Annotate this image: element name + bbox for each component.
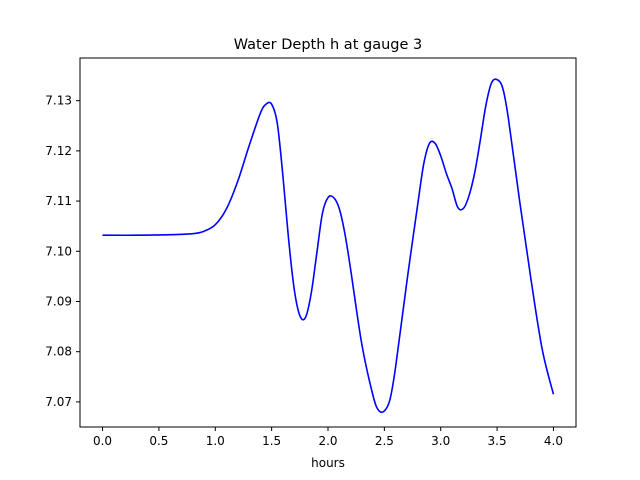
y-tick-label: 7.11 <box>45 194 72 208</box>
x-tick-label: 3.5 <box>488 434 507 448</box>
x-axis-label: hours <box>311 456 345 470</box>
y-tick-label: 7.13 <box>45 94 72 108</box>
y-tick-label: 7.12 <box>45 144 72 158</box>
y-tick-label: 7.10 <box>45 244 72 258</box>
y-tick-label: 7.07 <box>45 395 72 409</box>
x-tick-label: 2.5 <box>375 434 394 448</box>
x-tick-label: 4.0 <box>544 434 563 448</box>
series-line-h <box>102 78 555 414</box>
x-tick-label: 2.0 <box>318 434 337 448</box>
series-layer <box>102 78 555 414</box>
y-tick-label: 7.08 <box>45 345 72 359</box>
x-tick-label: 0.0 <box>93 434 112 448</box>
x-tick-label: 3.0 <box>431 434 450 448</box>
x-axis: 0.0 0.5 1.0 1.5 2.0 2.5 3.0 3.5 4.0 <box>93 427 563 448</box>
chart-title: Water Depth h at gauge 3 <box>234 37 422 53</box>
x-tick-label: 0.5 <box>149 434 168 448</box>
y-axis: 7.07 7.08 7.09 7.10 7.11 7.12 7.13 <box>45 94 80 409</box>
y-tick-label: 7.09 <box>45 294 72 308</box>
x-tick-label: 1.0 <box>206 434 225 448</box>
x-tick-label: 1.5 <box>262 434 281 448</box>
